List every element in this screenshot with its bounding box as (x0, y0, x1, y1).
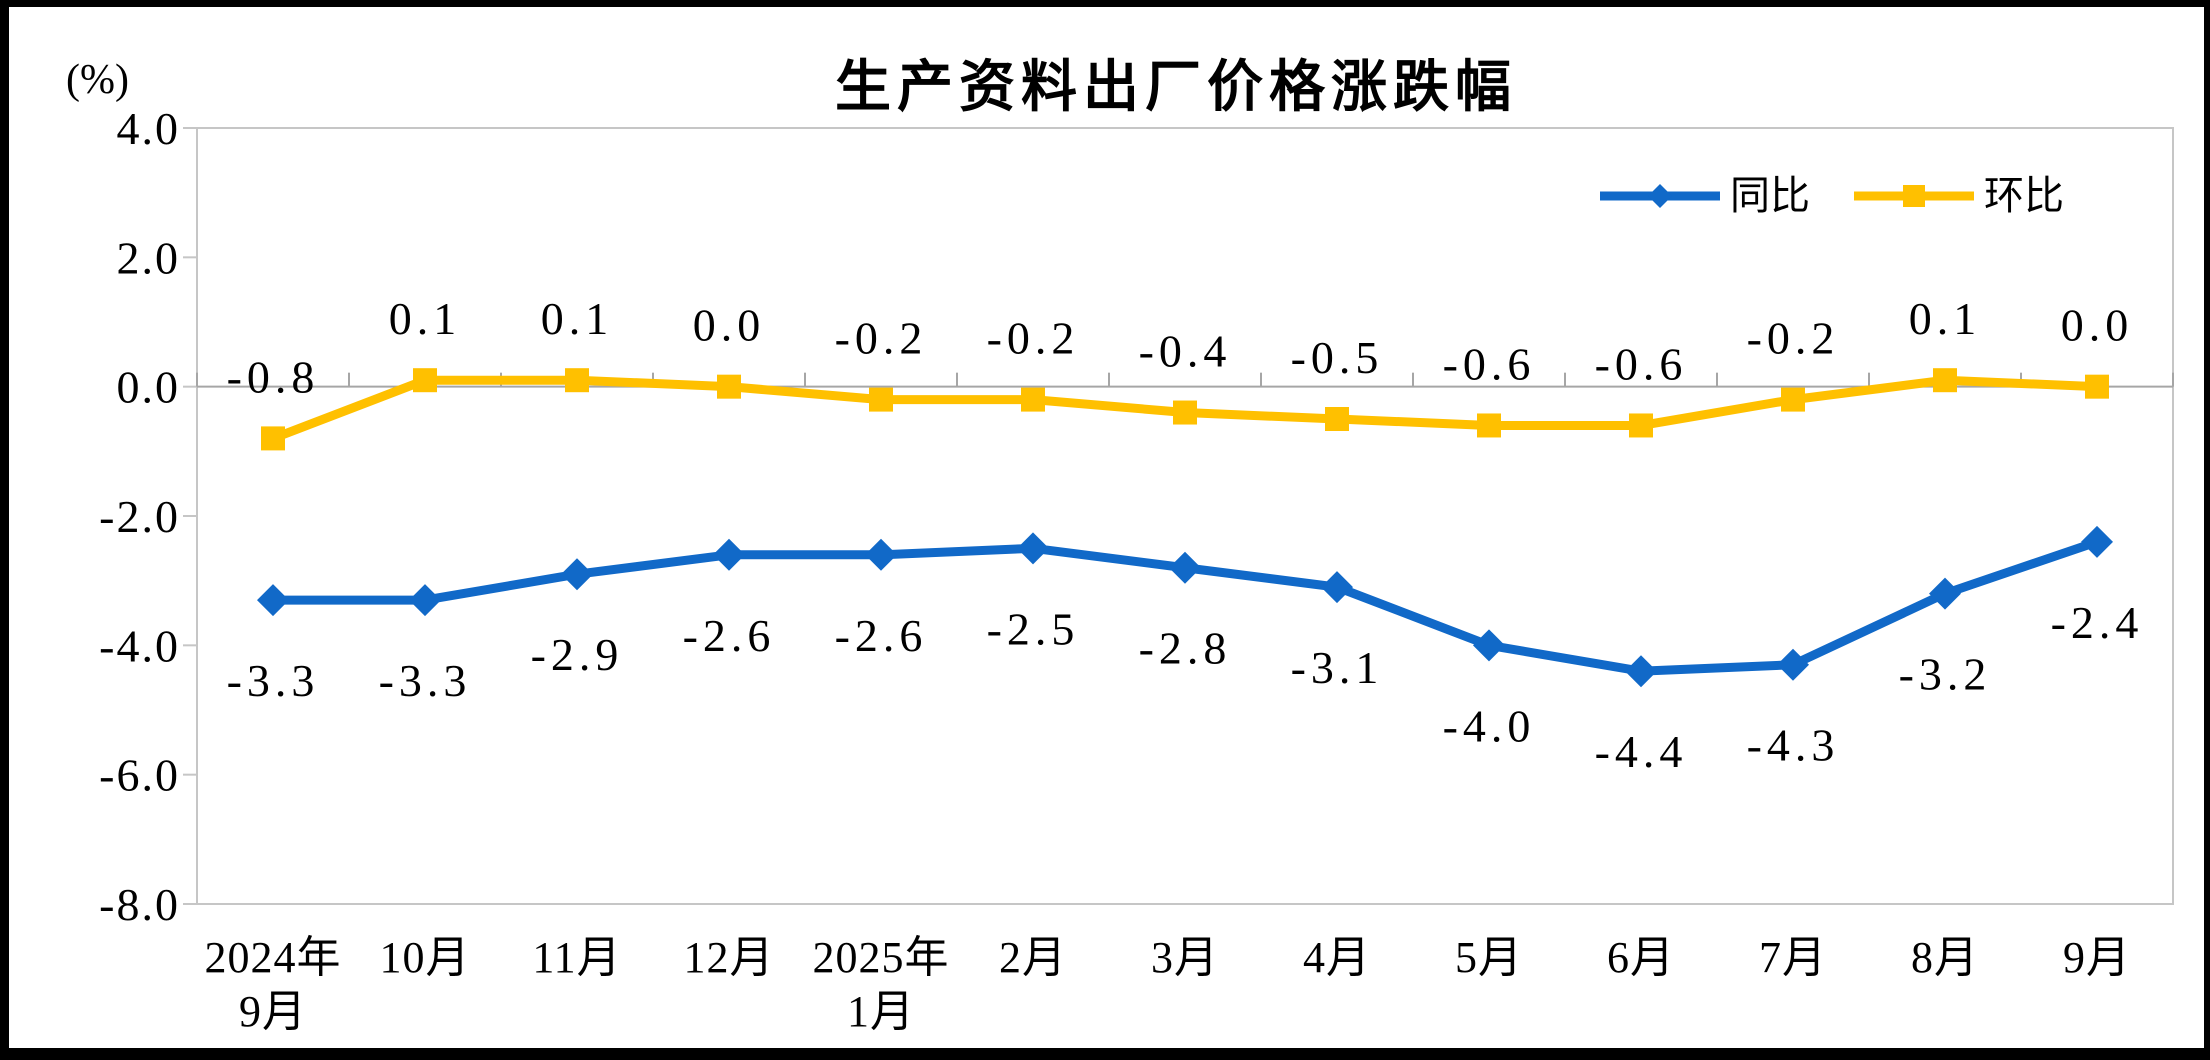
data-label: -4.4 (1595, 726, 1688, 777)
data-point-marker (413, 368, 437, 393)
legend-line-square-icon (1854, 185, 1974, 207)
data-point-marker (717, 374, 741, 399)
y-axis-label: 0.0 (117, 362, 181, 413)
data-point-marker (1625, 655, 1657, 688)
y-axis-unit-label: (%) (66, 57, 129, 103)
legend-item-tongbi: 同比 (1598, 176, 1810, 216)
data-point-marker (1629, 413, 1653, 438)
data-label: -0.2 (987, 313, 1080, 364)
data-point-marker (261, 426, 285, 451)
x-axis-label: 3月 (1151, 933, 1219, 982)
data-label: -0.2 (1747, 313, 1840, 364)
x-axis-label: 10月 (380, 933, 471, 982)
legend-label-tongbi: 同比 (1730, 173, 1810, 218)
data-label: -0.8 (227, 351, 320, 402)
chart-title: 生产资料出厂价格涨跌幅 (835, 55, 1517, 118)
data-label: 0.0 (693, 300, 766, 351)
data-point-marker (869, 387, 893, 412)
data-point-marker (865, 538, 897, 571)
data-label: -0.4 (1139, 326, 1232, 377)
y-axis-label: 2.0 (117, 232, 181, 283)
data-point-marker (1021, 387, 1045, 412)
legend-line-diamond-icon (1600, 184, 1720, 208)
data-point-marker (1325, 407, 1349, 431)
data-label: -0.6 (1595, 338, 1688, 389)
data-label: -3.1 (1291, 642, 1384, 693)
data-point-marker (257, 584, 289, 617)
data-label: 0.1 (541, 293, 614, 344)
x-axis-label: 11月 (532, 933, 621, 982)
outer-frame-top (0, 0, 2210, 7)
data-labels: -0.8 0.1 0.1 0.0 -0.2 -0.2 -0.4 -0.5 -0.6 -0.6 -0.… (227, 293, 2144, 777)
legend-label-huanbi: 环比 (1984, 173, 2064, 218)
y-axis-label: -8.0 (99, 879, 180, 930)
data-point-marker (1781, 387, 1805, 412)
data-label: -3.3 (227, 655, 320, 706)
x-axis-labels: 2024年 9月 10月 11月 12月 2025年 1月 2月 3月 4月 5月 6月 7月 8月 9月 (205, 933, 2131, 1036)
y-axis-label: 4.0 (117, 103, 181, 154)
outer-frame-left (0, 0, 9, 1060)
x-axis-label: 2月 (999, 933, 1067, 982)
data-label: -4.0 (1443, 700, 1536, 751)
data-label: -3.2 (1899, 649, 1992, 700)
data-point-marker (1933, 368, 1957, 393)
x-axis-label: 12月 (684, 933, 775, 982)
data-point-marker (1321, 571, 1353, 604)
x-axis-label: 9月 (2063, 933, 2131, 982)
data-point-marker (565, 368, 589, 393)
data-label: -2.6 (683, 610, 776, 661)
y-axis-ticks (183, 127, 197, 905)
data-label: -0.2 (835, 313, 928, 364)
data-label: -2.4 (2051, 597, 2144, 648)
data-point-marker (2081, 525, 2113, 558)
data-point-marker (1929, 577, 1961, 610)
y-axis-labels: 4.0 2.0 0.0 -2.0 -4.0 -6.0 -8.0 (99, 103, 181, 930)
x-axis-label: 2024年 (205, 933, 342, 982)
data-label: -2.6 (835, 610, 928, 661)
data-label: -0.5 (1291, 332, 1384, 383)
data-point-marker (713, 538, 745, 571)
y-axis-label: -6.0 (99, 750, 180, 801)
data-label: -2.9 (531, 629, 624, 680)
x-axis-label: 2025年 (813, 933, 950, 982)
data-point-marker (2085, 374, 2109, 399)
data-label: -2.5 (987, 603, 1080, 654)
plot-border (196, 127, 2174, 905)
data-point-marker (409, 584, 441, 617)
data-point-marker (1477, 413, 1501, 438)
x-axis-label: 1月 (847, 987, 915, 1036)
chart-legend: 同比 环比 (1598, 176, 2064, 216)
x-axis-label: 5月 (1455, 933, 1523, 982)
data-label: -2.8 (1139, 623, 1232, 674)
outer-frame-right (2204, 0, 2210, 1060)
data-point-marker (1777, 648, 1809, 681)
data-label: -4.3 (1747, 720, 1840, 771)
data-point-marker (1169, 551, 1201, 584)
data-label: 0.1 (1909, 293, 1982, 344)
y-axis-label: -2.0 (99, 491, 180, 542)
x-axis-label: 4月 (1303, 933, 1371, 982)
data-point-marker (561, 558, 593, 591)
legend-item-huanbi: 环比 (1852, 176, 2064, 216)
x-axis-label: 7月 (1759, 933, 1827, 982)
data-label: 0.0 (2061, 300, 2134, 351)
data-label: -3.3 (379, 655, 472, 706)
data-label: -0.6 (1443, 338, 1536, 389)
x-axis-label: 6月 (1607, 933, 1675, 982)
x-axis-label: 8月 (1911, 933, 1979, 982)
outer-frame-bottom (0, 1048, 2210, 1060)
data-point-marker (1473, 629, 1505, 662)
y-axis-label: -4.0 (99, 620, 180, 671)
data-point-marker (1017, 532, 1049, 565)
zero-line-group (196, 372, 2174, 388)
series-lines (257, 368, 2113, 688)
x-axis-label: 9月 (239, 987, 307, 1036)
data-label: 0.1 (389, 293, 462, 344)
data-point-marker (1173, 400, 1197, 425)
